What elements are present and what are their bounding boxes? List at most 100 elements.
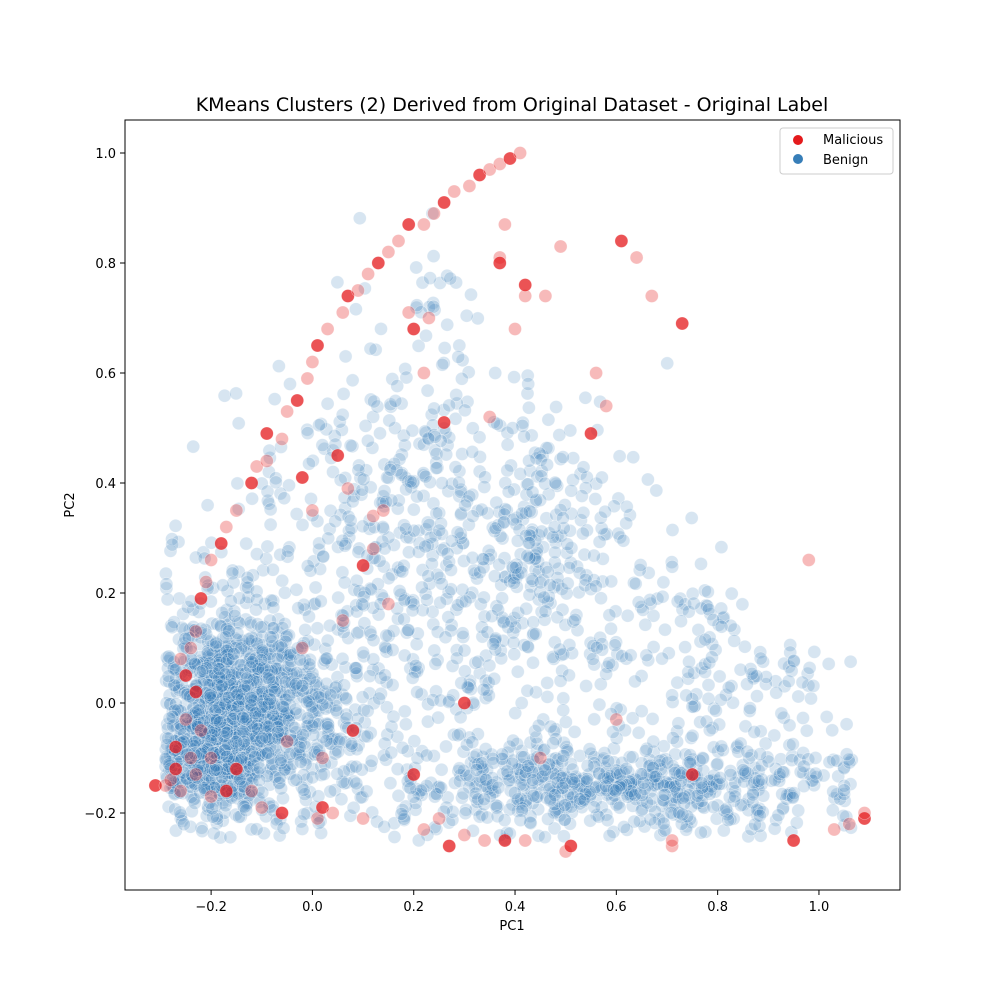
- benign-point: [696, 751, 710, 766]
- malicious-point: [447, 184, 462, 199]
- malicious-point: [356, 811, 370, 826]
- benign-point: [443, 271, 458, 286]
- benign-point: [298, 623, 313, 637]
- malicious-point: [842, 817, 857, 831]
- benign-point: [418, 539, 432, 554]
- benign-point: [395, 564, 410, 579]
- benign-point: [380, 727, 395, 742]
- benign-point: [266, 562, 280, 577]
- benign-point: [656, 575, 671, 590]
- benign-point: [560, 576, 575, 591]
- benign-point: [230, 687, 245, 702]
- benign-point: [167, 615, 181, 629]
- benign-point: [543, 719, 558, 734]
- x-tick-label: 0.2: [403, 900, 424, 915]
- benign-point: [643, 812, 658, 827]
- benign-point: [459, 308, 474, 323]
- benign-point: [295, 728, 310, 742]
- benign-point: [546, 736, 560, 750]
- benign-point: [495, 591, 509, 606]
- malicious-point: [417, 822, 431, 837]
- benign-point: [401, 623, 415, 638]
- malicious-point: [437, 415, 451, 430]
- malicious-point: [168, 762, 183, 776]
- benign-point: [331, 744, 346, 759]
- benign-point: [508, 560, 523, 575]
- benign-point: [379, 628, 394, 643]
- benign-point: [322, 618, 337, 633]
- benign-point: [465, 421, 480, 436]
- benign-point: [418, 469, 433, 484]
- x-tick-label: 0.6: [606, 900, 627, 915]
- malicious-point: [280, 734, 294, 749]
- benign-point: [198, 570, 212, 585]
- benign-point: [366, 652, 381, 667]
- benign-point: [429, 461, 444, 475]
- benign-point: [375, 520, 390, 534]
- malicious-point: [518, 833, 533, 848]
- benign-point: [377, 819, 392, 834]
- benign-point: [750, 689, 764, 703]
- benign-point: [213, 830, 228, 845]
- benign-point: [441, 695, 456, 709]
- benign-point: [528, 627, 543, 641]
- benign-point: [526, 615, 541, 630]
- malicious-point: [498, 217, 512, 232]
- benign-point: [464, 287, 478, 302]
- malicious-point: [391, 234, 406, 248]
- benign-point: [338, 349, 353, 364]
- benign-point: [513, 813, 528, 827]
- malicious-point: [442, 839, 457, 853]
- benign-point: [275, 750, 290, 765]
- benign-point: [237, 734, 251, 749]
- benign-point: [656, 816, 671, 831]
- benign-point: [166, 661, 181, 676]
- malicious-point: [857, 806, 872, 820]
- benign-point: [355, 519, 370, 534]
- benign-point: [245, 655, 259, 669]
- benign-point: [319, 651, 334, 666]
- benign-point: [294, 814, 308, 829]
- benign-point: [377, 484, 392, 498]
- benign-point: [173, 805, 187, 820]
- benign-point: [390, 729, 405, 744]
- benign-point: [819, 710, 834, 724]
- benign-point: [193, 715, 208, 730]
- benign-point: [565, 772, 580, 787]
- y-axis-label: PC2: [63, 492, 78, 517]
- benign-point: [177, 817, 191, 832]
- benign-point: [747, 725, 762, 739]
- malicious-point: [462, 179, 477, 193]
- benign-point: [410, 489, 424, 504]
- y-tick-label: 0.4: [95, 477, 116, 492]
- benign-point: [612, 449, 627, 464]
- x-tick-label: −0.2: [195, 900, 227, 915]
- benign-point: [289, 772, 304, 787]
- benign-point: [714, 540, 729, 554]
- benign-point: [647, 769, 662, 784]
- benign-point: [248, 706, 263, 721]
- benign-point: [676, 791, 690, 806]
- malicious-point: [229, 762, 244, 776]
- benign-point: [549, 400, 563, 414]
- benign-point: [328, 437, 343, 452]
- malicious-point: [295, 641, 310, 655]
- benign-point: [277, 700, 292, 714]
- benign-point: [403, 781, 418, 796]
- benign-point: [489, 495, 504, 510]
- benign-point: [244, 698, 258, 713]
- malicious-point: [189, 767, 203, 782]
- benign-point: [455, 582, 470, 597]
- benign-point: [602, 656, 617, 670]
- benign-point: [592, 535, 607, 549]
- benign-point: [579, 679, 593, 693]
- benign-point: [241, 580, 255, 595]
- benign-point: [159, 581, 174, 596]
- benign-point: [556, 691, 571, 706]
- benign-point: [161, 731, 175, 746]
- benign-point: [278, 585, 292, 600]
- benign-point: [705, 650, 719, 665]
- benign-point: [556, 450, 570, 464]
- benign-point: [420, 383, 435, 398]
- benign-point: [305, 705, 320, 720]
